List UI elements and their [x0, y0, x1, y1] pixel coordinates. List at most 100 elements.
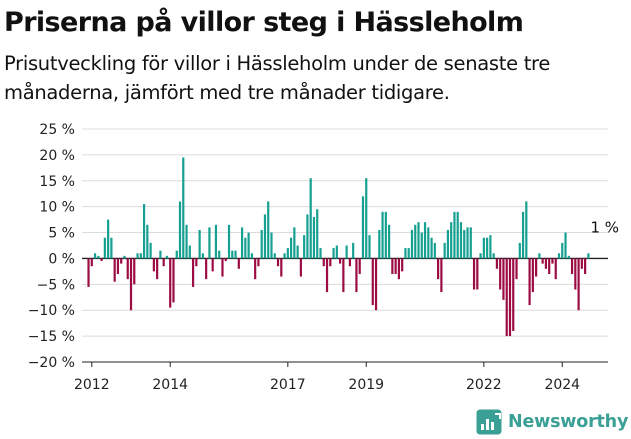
bar	[322, 258, 325, 267]
bar	[355, 258, 358, 293]
bar	[270, 232, 273, 259]
bar	[531, 258, 534, 293]
bar	[90, 258, 93, 267]
newsworthy-logo[interactable]: Newsworthy	[476, 408, 628, 436]
bar	[110, 237, 113, 259]
bar	[329, 258, 332, 267]
bar	[267, 201, 270, 259]
bar	[394, 258, 397, 274]
bar	[521, 211, 525, 259]
x-tick-label: 2012	[74, 377, 110, 393]
bar	[538, 253, 541, 259]
bar	[293, 227, 296, 259]
bar	[459, 222, 463, 259]
bar	[410, 229, 414, 259]
bar	[185, 224, 188, 259]
bar	[312, 217, 316, 259]
bar	[175, 250, 178, 259]
bar	[554, 258, 557, 280]
bar	[456, 211, 459, 259]
bar	[257, 258, 260, 267]
bar	[296, 245, 299, 259]
bar	[332, 248, 335, 259]
bar	[443, 242, 446, 259]
bar	[469, 227, 472, 259]
bar	[381, 211, 384, 259]
bar	[453, 211, 456, 259]
latest-value-label: 1 %	[590, 218, 619, 236]
bar	[476, 258, 479, 290]
bar	[227, 224, 231, 259]
bar	[574, 258, 577, 290]
bar	[505, 258, 508, 337]
bar	[169, 258, 172, 308]
bar	[397, 258, 401, 280]
bar	[440, 258, 443, 293]
bar	[178, 201, 182, 259]
bar	[433, 242, 436, 259]
bar	[299, 258, 302, 277]
bar	[208, 227, 211, 259]
bar	[263, 214, 267, 259]
x-axis: 2012 2014 2017 2019 2022 2024	[74, 361, 608, 393]
y-axis: −20 % −15 % −10 % −5 % 0 % 5 % 10 % 15 % 20 % 25 …	[28, 122, 75, 371]
annotations: 1 %	[590, 218, 619, 236]
bar	[283, 253, 286, 259]
bar	[427, 227, 430, 259]
bar	[587, 253, 590, 259]
bar	[544, 258, 548, 269]
bar	[584, 258, 587, 274]
bar	[136, 253, 139, 259]
bar	[423, 222, 427, 259]
bar	[250, 253, 253, 259]
bar	[152, 258, 155, 272]
bar	[489, 235, 492, 259]
bar	[508, 258, 512, 337]
bar	[188, 245, 191, 259]
bar	[388, 224, 391, 259]
bar	[417, 222, 420, 259]
bar	[100, 258, 103, 262]
bar	[139, 253, 142, 259]
bar	[280, 258, 283, 277]
bar	[348, 258, 351, 267]
bar	[407, 248, 410, 259]
x-tick-label: 2019	[348, 377, 384, 393]
x-tick-label: 2017	[270, 377, 306, 393]
bar	[361, 196, 365, 259]
bar	[159, 250, 162, 259]
bar	[231, 250, 234, 259]
bar	[345, 245, 348, 259]
bar	[437, 258, 440, 280]
bar	[126, 258, 129, 280]
bar	[156, 258, 159, 280]
bar	[146, 224, 149, 259]
bar	[384, 211, 387, 259]
bars	[87, 157, 590, 337]
bar	[107, 219, 110, 259]
chart-title: Priserna på villor steg i Hässleholm	[4, 7, 524, 38]
bar	[123, 255, 126, 259]
bar	[368, 235, 371, 259]
bar	[570, 258, 574, 274]
bar	[273, 253, 276, 259]
y-tick-label: 5 %	[48, 226, 75, 242]
bar	[564, 232, 567, 259]
bar	[93, 253, 97, 259]
bar	[289, 237, 293, 259]
newsworthy-logo-text: Newsworthy	[508, 412, 629, 432]
bar	[103, 237, 106, 259]
bar	[548, 258, 551, 274]
bar	[133, 258, 136, 285]
y-tick-label: 10 %	[39, 200, 75, 216]
bar	[472, 258, 476, 290]
y-tick-label: −10 %	[28, 303, 75, 319]
bar	[247, 232, 250, 259]
y-tick-label: 25 %	[39, 122, 75, 138]
bar	[244, 237, 247, 259]
bar	[339, 258, 342, 264]
y-tick-label: 15 %	[39, 174, 75, 190]
bar	[149, 242, 152, 259]
bar	[463, 229, 466, 259]
